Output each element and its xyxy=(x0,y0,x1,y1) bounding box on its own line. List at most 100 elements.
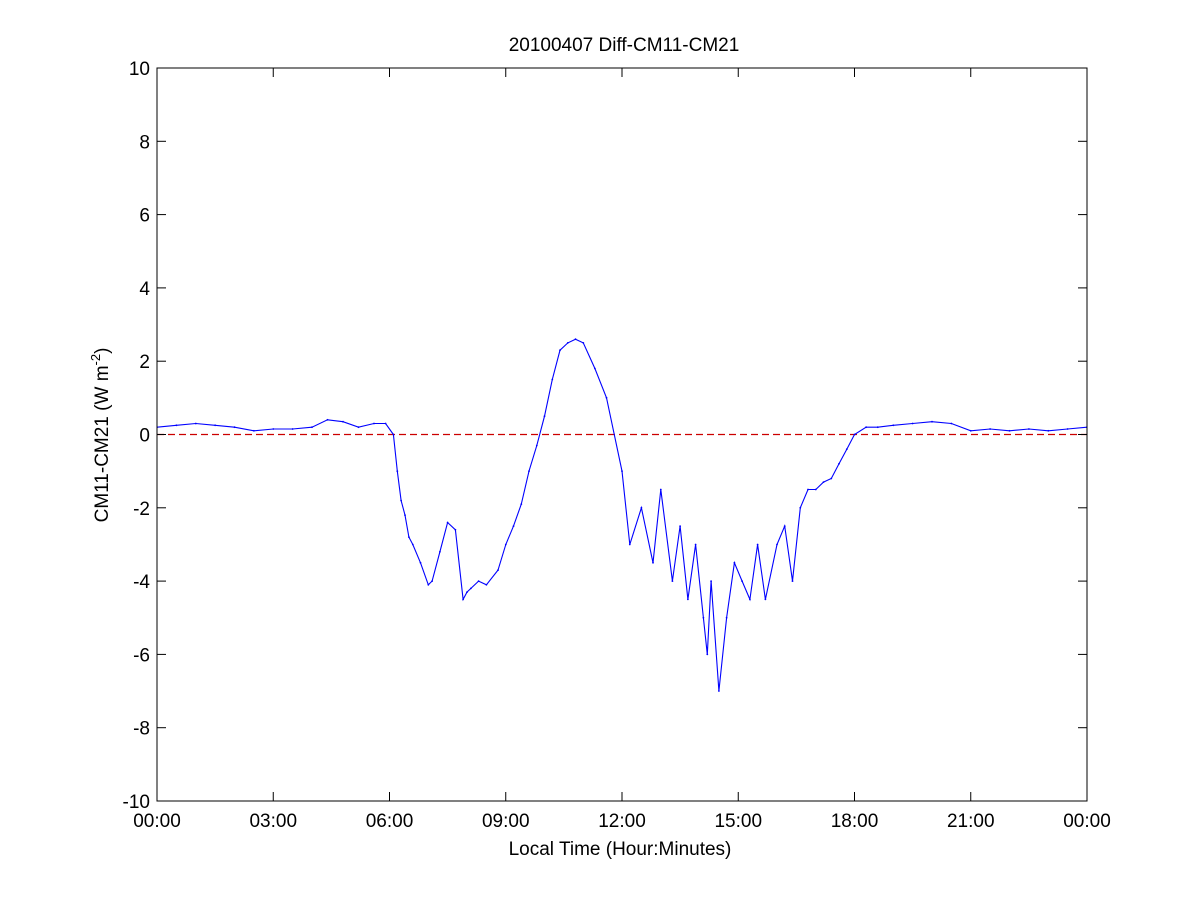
series-point xyxy=(694,543,697,546)
series-point xyxy=(830,477,833,480)
series-point xyxy=(1028,428,1030,430)
series-point xyxy=(876,426,879,429)
series-point xyxy=(291,428,294,430)
y-tick-label: 6 xyxy=(139,206,150,227)
series-point xyxy=(396,470,399,472)
series-point xyxy=(342,420,344,423)
series-point xyxy=(969,429,972,432)
series-point xyxy=(989,428,991,430)
y-tick-label: 0 xyxy=(139,426,150,447)
series-point xyxy=(764,598,767,601)
series-point xyxy=(853,433,856,436)
series-point xyxy=(400,499,402,502)
series-point xyxy=(357,426,360,429)
x-tick-label: 21:00 xyxy=(947,811,995,832)
series-point xyxy=(551,378,554,381)
series-point xyxy=(718,690,720,692)
x-tick-label: 00:00 xyxy=(1063,811,1111,832)
series-point xyxy=(512,525,515,527)
series-point xyxy=(404,514,406,516)
series-point xyxy=(454,528,457,531)
series-point xyxy=(687,598,689,601)
series-point xyxy=(892,424,895,427)
series-point xyxy=(392,433,395,436)
y-tick-label: -10 xyxy=(123,792,150,813)
series-point xyxy=(640,506,643,509)
series-point xyxy=(1066,428,1069,430)
series-point xyxy=(791,580,794,582)
y-tick-label: 4 xyxy=(139,279,150,300)
series-point xyxy=(419,561,422,564)
series-point xyxy=(528,470,530,472)
series-point xyxy=(253,429,255,432)
series-point xyxy=(710,580,712,582)
series-point xyxy=(194,422,197,425)
series-point xyxy=(477,580,480,582)
series-point xyxy=(799,506,802,509)
series-point xyxy=(1008,429,1011,432)
series-point xyxy=(671,580,674,582)
series-point xyxy=(807,488,809,491)
y-tick-label: -6 xyxy=(133,645,150,666)
x-tick-label: 00:00 xyxy=(133,811,181,832)
series-point xyxy=(865,426,867,429)
series-point xyxy=(783,525,786,527)
series-point xyxy=(741,580,743,582)
series-group xyxy=(157,338,1087,692)
series-point xyxy=(621,470,623,472)
series-point xyxy=(504,543,507,546)
series-point xyxy=(911,422,914,425)
y-axis-label-main: CM11-CM21 (W m xyxy=(92,365,113,522)
series-point xyxy=(439,550,441,553)
series-point xyxy=(814,488,817,491)
series-point xyxy=(384,422,387,425)
series-line xyxy=(157,338,1087,692)
series-point xyxy=(950,422,953,425)
series-point xyxy=(233,426,236,429)
series-point xyxy=(272,428,275,430)
series-point xyxy=(373,422,375,425)
series-point xyxy=(594,367,596,370)
series-point xyxy=(446,521,449,524)
series-point xyxy=(605,396,608,399)
series-point xyxy=(462,598,464,601)
series-point xyxy=(559,349,561,352)
series-point xyxy=(702,616,705,619)
series-point xyxy=(175,424,178,427)
series-point xyxy=(326,418,329,421)
series-point xyxy=(566,342,569,344)
series-point xyxy=(776,543,778,546)
series-point xyxy=(749,598,751,601)
series-point xyxy=(470,587,472,590)
series-point xyxy=(931,420,933,423)
series-point xyxy=(431,580,433,582)
y-tick-label: -8 xyxy=(133,719,150,740)
x-tick-label: 03:00 xyxy=(249,811,297,832)
series-point xyxy=(574,338,577,341)
series-point xyxy=(838,462,840,465)
series-point xyxy=(756,543,759,546)
y-tick-label: 2 xyxy=(139,352,150,373)
series-point xyxy=(520,503,523,505)
series-point xyxy=(214,424,217,427)
series-point xyxy=(535,444,538,447)
series-point xyxy=(582,342,585,344)
y-tick-label: -2 xyxy=(133,499,150,520)
x-tick-label: 12:00 xyxy=(598,811,646,832)
series-point xyxy=(733,561,736,564)
series-point xyxy=(408,536,410,538)
chart-title: 20100407 Diff-CM11-CM21 xyxy=(509,35,740,56)
x-tick-label: 15:00 xyxy=(714,811,762,832)
series-point xyxy=(652,561,654,564)
y-axis-label: CM11-CM21 (W m-2) xyxy=(88,348,113,523)
series-point xyxy=(485,583,488,586)
y-axis-label-superscript: -2 xyxy=(88,354,103,366)
series-point xyxy=(628,543,631,546)
y-tick-label: 10 xyxy=(129,59,150,80)
x-tick-label: 06:00 xyxy=(366,811,414,832)
series-point xyxy=(497,569,499,571)
x-tick-label: 09:00 xyxy=(482,811,530,832)
series-point xyxy=(1047,429,1050,432)
series-point xyxy=(845,448,848,451)
